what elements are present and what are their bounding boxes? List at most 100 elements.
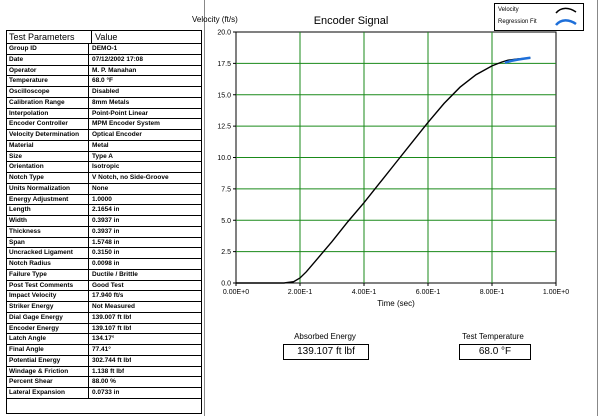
param-value: Point-Point Linear [92,109,148,117]
param-row: Operator M. P. Manahan [7,65,201,77]
legend-label-regression: Regression Fit [498,19,537,25]
param-row: Striker Energy Not Measured [7,302,201,313]
param-value: Type A [92,152,113,160]
param-row: Thickness 0.3937 in [7,226,201,238]
param-row: Potential Energy 302.744 ft lbf [7,355,201,367]
param-row: Failure Type Ductile / Brittle [7,269,201,281]
param-row: Encoder Controller MPM Encoder System [7,119,201,130]
param-row: Group ID DEMO-1 [7,44,201,55]
param-name: Operator [7,65,89,76]
param-value: Not Measured [92,303,135,310]
param-row: Date 07/12/2002 17:08 [7,54,201,66]
param-name: Material [7,140,89,151]
param-name: Oscilloscope [7,87,89,97]
x-tick-label: 1.00E+0 [543,289,569,296]
param-row: Material Metal [7,140,201,152]
param-name: Group ID [7,44,89,54]
y-tick-label: 17.5 [217,61,231,68]
param-value: None [92,184,109,192]
param-value: 302.744 ft lbf [92,356,132,364]
param-row: Encoder Energy 139.107 ft lbf [7,323,201,335]
param-value: MPM Encoder System [92,120,160,128]
param-row: Units Normalization None [7,183,201,195]
param-name: Temperature [7,76,89,86]
param-name: Thickness [7,226,89,237]
param-value: 1.0000 [92,195,112,203]
param-row: Impact Velocity 17.940 ft/s [7,291,201,302]
param-value: 0.0098 in [92,260,120,267]
param-row: Latch Angle 134.17° [7,334,201,345]
chart-svg: 0.0 2.5 5.0 7.5 10.0 12.5 15.0 17.5 20.0 0.00E+0 2… [192,15,569,308]
param-value: 88.00 % [92,378,116,386]
x-tick-label: 4.00E-1 [352,289,377,296]
series-line-velocity [236,57,531,284]
param-name: Notch Radius [7,259,89,269]
param-row: Oscilloscope Disabled [7,87,201,98]
param-row: Width 0.3937 in [7,216,201,227]
param-value: Metal [92,141,109,149]
test-temperature-label: Test Temperature [462,332,524,341]
param-value: 8mm Metals [92,98,130,106]
test-parameters-table: Test Parameters Value Group ID DEMO-1 Date… [6,30,202,414]
y-tick-label: 2.5 [221,249,231,256]
param-value: 0.3937 in [92,217,120,224]
param-name: Post Test Comments [7,280,89,291]
y-tick-label: 0.0 [221,281,231,288]
param-row: Interpolation Point-Point Linear [7,108,201,120]
param-name: Uncracked Ligament [7,248,89,258]
y-tick-label: 10.0 [217,155,231,162]
param-name: Dial Gage Energy [7,312,89,323]
param-name: Final Angle [7,345,89,355]
param-row: Windage & Friction 1.138 ft lbf [7,366,201,378]
panel-divider-right [597,0,598,416]
params-header: Test Parameters Value [7,31,201,44]
param-name: Failure Type [7,269,89,280]
x-tick-label: 0.00E+0 [223,289,249,296]
param-value: DEMO-1 [92,45,118,52]
x-tick-label: 2.00E-1 [288,289,313,296]
param-name: Encoder Energy [7,323,89,334]
param-name: Latch Angle [7,334,89,344]
param-name: Date [7,54,89,65]
param-row: Span 1.5748 in [7,237,201,249]
y-tick-label: 7.5 [221,186,231,193]
param-name: Calibration Range [7,97,89,108]
x-axis-label: Time (sec) [377,299,415,308]
param-value: Optical Encoder [92,131,142,138]
param-name: Lateral Expansion [7,388,89,398]
param-value: M. P. Manahan [92,66,137,74]
param-value: 68.0 °F [92,77,114,85]
legend-swatch-regression [555,19,577,26]
absorbed-energy-value: 139.107 ft lbf [283,344,369,360]
param-value: 2.1654 in [92,206,120,214]
param-name: Orientation [7,162,89,172]
params-rows: Group ID DEMO-1 Date 07/12/2002 17:08 Operat… [7,44,201,399]
param-row: Uncracked Ligament 0.3150 in [7,248,201,259]
param-name: Encoder Controller [7,119,89,129]
param-value: 07/12/2002 17:08 [92,55,143,63]
param-name: Potential Energy [7,355,89,366]
y-tick-label: 20.0 [217,30,231,37]
y-tick-label: 5.0 [221,218,231,225]
chart-legend: Velocity Regression Fit [494,3,584,31]
param-row: Notch Type V Notch, no Side-Groove [7,173,201,184]
param-value: 139.007 ft lbf [92,313,132,321]
param-name: Striker Energy [7,302,89,312]
encoder-signal-chart: 0.0 2.5 5.0 7.5 10.0 12.5 15.0 17.5 20.0 0.00E+0 2… [190,8,598,320]
param-value: 17.940 ft/s [92,292,124,300]
param-value: 0.3150 in [92,249,120,257]
param-name: Units Normalization [7,183,89,194]
param-value: 139.107 ft lbf [92,324,132,332]
panel-divider [204,0,205,416]
param-value: Ductile / Brittle [92,270,138,278]
param-name: Width [7,216,89,226]
test-temperature-value: 68.0 °F [459,344,531,360]
params-header-name: Test Parameters [7,31,92,43]
param-name: Windage & Friction [7,366,89,377]
y-tick-label: 12.5 [217,124,231,131]
param-row: Length 2.1654 in [7,205,201,216]
param-value: 134.17° [92,335,115,343]
param-name: Interpolation [7,108,89,119]
x-tick-label: 8.00E-1 [480,289,505,296]
legend-label-velocity: Velocity [498,7,519,13]
